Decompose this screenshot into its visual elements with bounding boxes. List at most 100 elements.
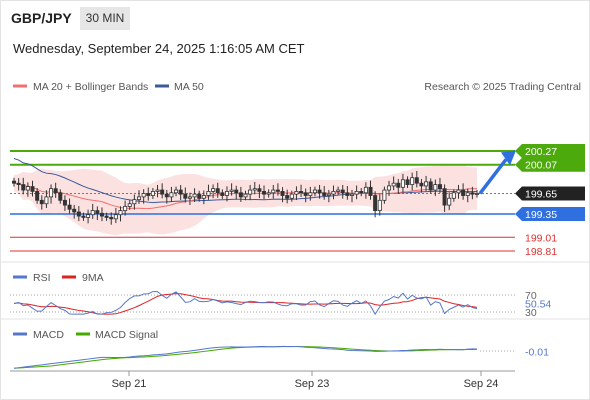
candle	[224, 186, 229, 202]
candle	[95, 206, 100, 221]
candle	[137, 190, 142, 204]
candle	[197, 190, 202, 202]
candle	[419, 178, 424, 193]
macd-legend-label: MACD	[33, 329, 64, 341]
candle	[81, 212, 86, 221]
candle	[16, 178, 21, 191]
rsi-ma-line	[13, 293, 478, 315]
candle	[109, 212, 114, 225]
candle	[437, 177, 442, 193]
candle	[345, 186, 350, 200]
candle	[58, 189, 63, 204]
ma20-legend-label: MA 20 + Bollinger Bands	[33, 81, 148, 93]
candle	[280, 187, 285, 203]
candle	[317, 184, 322, 199]
candle	[275, 183, 280, 196]
candle	[118, 206, 123, 222]
candle	[382, 186, 387, 204]
candle	[174, 186, 179, 197]
candle	[39, 195, 44, 210]
candle	[262, 185, 267, 200]
candle	[331, 185, 336, 200]
time-tick-label: Sep 21	[112, 378, 147, 390]
rsi-level-label-30: 30	[525, 307, 537, 319]
macd-panel: -0.01	[13, 345, 549, 369]
candle	[141, 189, 146, 204]
candle	[433, 179, 438, 196]
candle	[11, 177, 16, 187]
level-label-200.27: 200.27	[525, 146, 557, 158]
rsi-value-label: 50.54	[525, 298, 551, 310]
macd-line	[13, 345, 478, 369]
candle	[220, 189, 225, 199]
symbol-title: GBP/JPY	[11, 10, 72, 26]
interval-badge[interactable]: 30 MIN	[80, 7, 130, 30]
price-level-labels: 200.27 200.07 199.65 199.35 199.01 198.81	[515, 144, 585, 258]
candle	[211, 184, 216, 199]
candle	[447, 192, 452, 211]
level-label-199.65: 199.65	[525, 188, 557, 200]
copyright-label: Research © 2025 Trading Central	[424, 81, 581, 93]
ma50-legend-label: MA 50	[174, 81, 204, 93]
candle	[248, 184, 253, 201]
candle	[86, 209, 91, 224]
candle	[271, 184, 276, 199]
candle	[285, 189, 290, 204]
candle	[146, 187, 151, 201]
candle	[164, 189, 169, 204]
candle	[99, 207, 104, 222]
candle	[132, 194, 137, 210]
candle	[465, 188, 470, 203]
candle	[229, 183, 234, 196]
candle	[289, 190, 294, 202]
candle	[414, 171, 419, 188]
level-badge-200.07	[515, 157, 585, 172]
candle	[349, 189, 354, 203]
rsi-legend-label: RSI	[33, 272, 51, 284]
candle	[113, 207, 118, 224]
forecast-arrow-shaft	[478, 158, 508, 195]
candle	[410, 172, 415, 191]
candle	[62, 195, 67, 211]
candle	[215, 182, 220, 198]
time-tick-label: Sep 24	[464, 378, 499, 390]
candle	[377, 194, 382, 216]
candle	[308, 186, 313, 201]
candle	[187, 192, 192, 205]
level-badge-200.27	[515, 144, 585, 158]
candle	[303, 188, 308, 203]
candle	[470, 186, 475, 200]
candle	[123, 200, 128, 216]
candle	[474, 190, 479, 198]
candle	[201, 190, 206, 205]
candle	[299, 184, 304, 198]
candle	[391, 176, 396, 191]
candle	[252, 181, 257, 195]
level-badge-199.65	[515, 186, 585, 201]
candle	[192, 188, 197, 202]
time-axis-ticks: Sep 21 Sep 23 Sep 24	[112, 371, 499, 390]
candle	[30, 180, 35, 197]
candle	[322, 186, 327, 200]
time-tick-label: Sep 23	[295, 378, 330, 390]
candle	[234, 185, 239, 200]
candle	[373, 191, 378, 218]
rsi-level-label-70: 70	[525, 290, 537, 302]
candle	[354, 185, 359, 200]
candle	[206, 184, 211, 200]
candle	[104, 212, 109, 221]
candle	[183, 187, 188, 203]
candle	[368, 180, 373, 200]
candle	[169, 186, 174, 202]
macd-signal-legend-label: MACD Signal	[95, 329, 158, 341]
candle	[76, 206, 81, 222]
rsi-ma-legend-label: 9MA	[82, 272, 104, 284]
level-label-199.01: 199.01	[525, 232, 557, 244]
candle	[456, 184, 461, 199]
candle	[178, 184, 183, 201]
candle	[238, 186, 243, 202]
forecast-arrow	[478, 150, 516, 195]
candle	[396, 178, 401, 195]
